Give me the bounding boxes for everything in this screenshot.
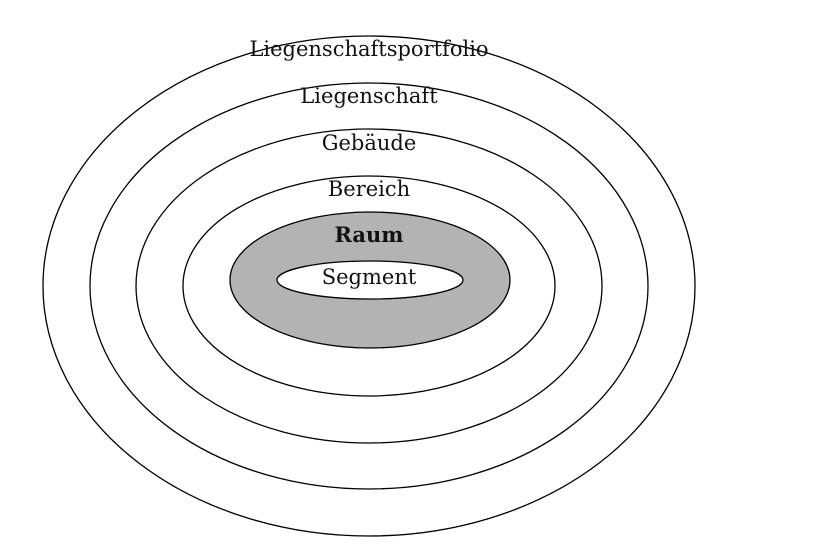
label-liegenschaft: Liegenschaft — [300, 84, 438, 108]
label-bereich: Bereich — [328, 177, 410, 201]
ring-segment — [276, 260, 464, 300]
label-gebaeude: Gebäude — [322, 131, 417, 155]
label-liegenschaftsportfolio: Liegenschaftsportfolio — [249, 37, 488, 61]
label-raum: Raum — [334, 222, 403, 247]
label-segment: Segment — [322, 265, 417, 289]
